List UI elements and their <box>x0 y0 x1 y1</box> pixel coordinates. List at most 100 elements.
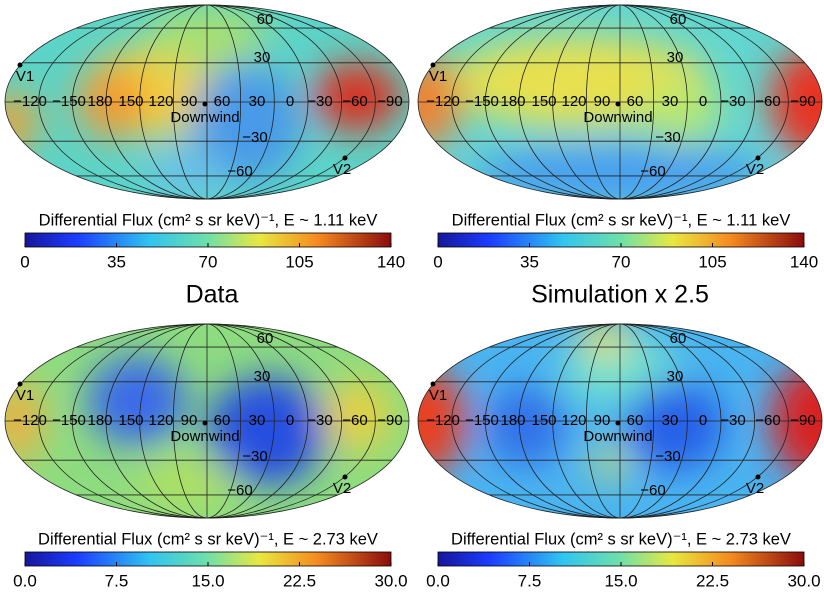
longitude-label: 180 <box>87 93 112 110</box>
marker-label: V2 <box>746 480 764 497</box>
map-blob <box>640 82 720 142</box>
longitude-label: 180 <box>500 412 525 429</box>
sky-map: −120 −150 180 150 120 90 60 30 0 −30 −60 −90 60 30 −30… <box>4 323 410 519</box>
longitude-label: 30 <box>662 93 679 110</box>
colorbar-tick-label: 22.5 <box>283 571 316 589</box>
colorbar-tick-label: 30.0 <box>374 571 407 589</box>
colorbar-tick-label: 35 <box>107 252 126 271</box>
colorbar-tick-label: 70 <box>612 252 631 271</box>
latitude-label: 60 <box>257 11 274 28</box>
map-blob <box>590 448 630 478</box>
longitude-label: −150 <box>465 93 499 110</box>
longitude-label: 90 <box>181 93 198 110</box>
longitude-label: 150 <box>531 93 556 110</box>
longitude-label: −30 <box>307 93 332 110</box>
map-outline <box>4 323 410 519</box>
latitude-label: 30 <box>667 49 684 66</box>
longitude-label: 120 <box>561 412 586 429</box>
longitude-label: −60 <box>755 412 780 429</box>
sky-map: −120 −150 180 150 120 90 60 30 0 −30 −60 −90 60 30 −30… <box>4 4 410 200</box>
marker-label: V2 <box>746 161 764 178</box>
colorbar-tick-label: 105 <box>285 252 313 271</box>
colorbar-tick-label: 0.0 <box>13 571 37 589</box>
longitude-label: −120 <box>13 93 47 110</box>
marker-label: Downwind <box>583 428 652 445</box>
marker-label: V1 <box>429 387 447 404</box>
map-outline <box>417 323 823 519</box>
longitude-label: −120 <box>13 412 47 429</box>
latitude-label: −60 <box>227 482 252 499</box>
longitude-label: 90 <box>181 412 198 429</box>
marker-label: V2 <box>333 480 351 497</box>
longitude-label: −60 <box>755 93 780 110</box>
longitude-label: 0 <box>286 412 294 429</box>
colorbar-label: Differential Flux (cm² s sr keV)⁻¹, E ~ … <box>39 211 378 229</box>
longitude-label: 0 <box>699 412 707 429</box>
map-outline <box>4 4 410 200</box>
colorbar-tick-label: 70 <box>199 252 218 271</box>
longitude-label: −60 <box>342 93 367 110</box>
longitude-label: 60 <box>627 412 644 429</box>
colorbar-tick-label: 7.5 <box>518 571 542 589</box>
map-blob <box>322 381 392 451</box>
longitude-label: −90 <box>377 412 402 429</box>
colorbar-tick-label: 15.0 <box>191 571 224 589</box>
latitude-label: 60 <box>257 330 274 347</box>
longitude-label: 120 <box>148 412 173 429</box>
marker-label: V1 <box>429 68 447 85</box>
longitude-label: 90 <box>594 412 611 429</box>
longitude-label: −30 <box>720 412 745 429</box>
marker-label: Downwind <box>583 109 652 126</box>
marker-dot <box>17 62 23 68</box>
column-title: Data <box>186 281 239 309</box>
map-blob <box>485 386 565 466</box>
longitude-label: −60 <box>342 412 367 429</box>
longitude-label: 90 <box>594 93 611 110</box>
latitude-label: −30 <box>655 448 680 465</box>
colorbar-label: Differential Flux (cm² s sr keV)⁻¹, E ~ … <box>451 530 791 548</box>
colorbar-tick-label: 0 <box>433 252 442 271</box>
map-blob <box>625 381 725 471</box>
map-blob <box>5 92 37 152</box>
colorbar-tick-label: 105 <box>698 252 726 271</box>
colorbar-label: Differential Flux (cm² s sr keV)⁻¹, E ~ … <box>38 530 378 548</box>
sky-map: −120 −150 180 150 120 90 60 30 0 −30 −60 −90 60 30 −30… <box>417 4 823 200</box>
marker-label: Downwind <box>170 428 239 445</box>
longitude-label: 30 <box>249 93 266 110</box>
latitude-label: −60 <box>640 163 665 180</box>
longitude-label: 180 <box>500 93 525 110</box>
longitude-label: −90 <box>790 93 815 110</box>
latitude-label: 60 <box>670 11 687 28</box>
marker-dot <box>430 381 436 387</box>
latitude-label: 30 <box>254 368 271 385</box>
marker-dot <box>755 474 761 480</box>
latitude-label: 30 <box>667 368 684 385</box>
colorbar-tick-label: 22.5 <box>696 571 729 589</box>
longitude-label: −150 <box>52 412 86 429</box>
sky-map: −120 −150 180 150 120 90 60 30 0 −30 −60 −90 60 30 −30… <box>417 323 823 519</box>
marker-dot <box>202 101 208 107</box>
longitude-label: 0 <box>286 93 294 110</box>
marker-dot <box>755 155 761 161</box>
longitude-label: −150 <box>52 93 86 110</box>
longitude-label: −150 <box>465 412 499 429</box>
map-outline <box>417 4 823 200</box>
longitude-label: 30 <box>249 412 266 429</box>
map-blob <box>312 62 402 132</box>
marker-label: Downwind <box>170 109 239 126</box>
longitude-label: −90 <box>377 93 402 110</box>
map-blob <box>580 324 630 357</box>
marker-label: V1 <box>16 68 34 85</box>
latitude-label: 30 <box>254 49 271 66</box>
longitude-label: −30 <box>720 93 745 110</box>
map-blob <box>147 147 227 197</box>
marker-label: V2 <box>333 161 351 178</box>
latitude-label: −60 <box>640 482 665 499</box>
marker-label: V1 <box>16 387 34 404</box>
colorbar-tick-label: 140 <box>790 252 818 271</box>
colorbar-tick-label: 0.0 <box>426 571 450 589</box>
latitude-label: −30 <box>242 448 267 465</box>
colorbar-tick-label: 35 <box>520 252 539 271</box>
longitude-label: 60 <box>214 93 231 110</box>
marker-dot <box>615 420 621 426</box>
